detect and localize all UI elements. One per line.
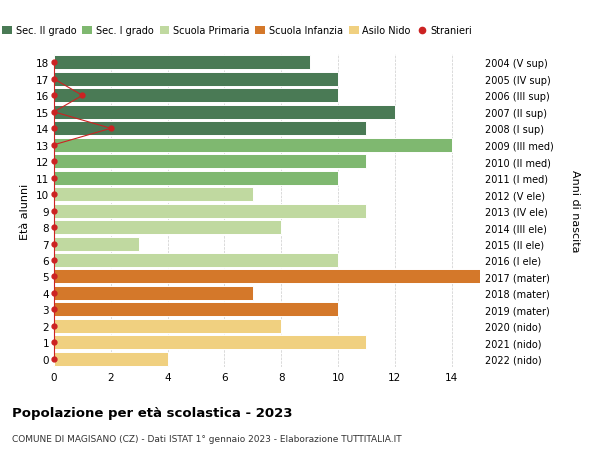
Bar: [54, 352, 167, 366]
Bar: [54, 286, 253, 300]
Y-axis label: Anni di nascita: Anni di nascita: [570, 170, 580, 252]
Bar: [54, 221, 281, 235]
Y-axis label: Età alunni: Età alunni: [20, 183, 31, 239]
Text: COMUNE DI MAGISANO (CZ) - Dati ISTAT 1° gennaio 2023 - Elaborazione TUTTITALIA.I: COMUNE DI MAGISANO (CZ) - Dati ISTAT 1° …: [12, 434, 401, 443]
Bar: [54, 122, 367, 136]
Bar: [54, 253, 338, 268]
Bar: [54, 204, 367, 218]
Bar: [54, 155, 367, 169]
Bar: [54, 336, 367, 350]
Bar: [54, 139, 452, 152]
Bar: [54, 89, 338, 103]
Legend: Sec. II grado, Sec. I grado, Scuola Primaria, Scuola Infanzia, Asilo Nido, Stran: Sec. II grado, Sec. I grado, Scuola Prim…: [0, 22, 476, 40]
Bar: [54, 237, 139, 251]
Bar: [54, 73, 338, 87]
Bar: [54, 303, 338, 317]
Bar: [54, 56, 310, 70]
Bar: [54, 270, 480, 284]
Bar: [54, 171, 338, 185]
Bar: [54, 188, 253, 202]
Text: Popolazione per età scolastica - 2023: Popolazione per età scolastica - 2023: [12, 406, 293, 419]
Bar: [54, 319, 281, 333]
Bar: [54, 106, 395, 119]
